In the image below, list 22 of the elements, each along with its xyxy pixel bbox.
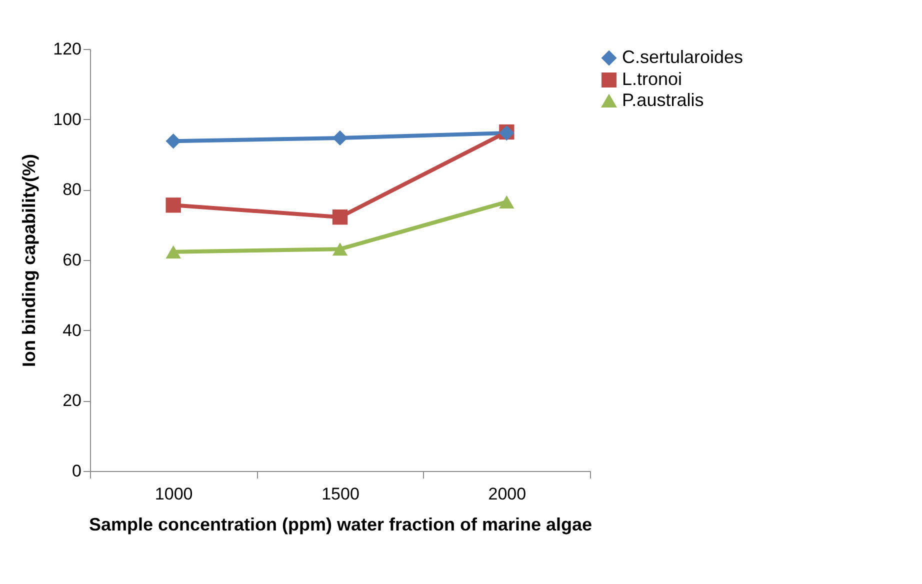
y-tick-label: 80 — [62, 180, 82, 200]
x-tick-label: 2000 — [488, 484, 526, 504]
x-axis-title: Sample concentration (ppm) water fraction of marine algae — [88, 514, 592, 534]
y-tick-label: 20 — [62, 391, 82, 410]
y-tick-label: 0 — [72, 462, 82, 480]
legend-label: C.sertularoides — [622, 47, 744, 67]
y-tick-label: 100 — [53, 110, 82, 129]
x-tick-label: 1500 — [322, 484, 360, 504]
x-tick-label: 1000 — [154, 484, 193, 504]
point — [166, 245, 181, 258]
y-axis-title: Ion binding capability(%) — [19, 154, 40, 367]
point — [166, 134, 181, 149]
point — [332, 242, 348, 256]
point — [166, 198, 181, 213]
y-tick-label: 40 — [62, 320, 82, 340]
point — [332, 210, 348, 225]
legend-label: L.tronoi — [622, 69, 682, 89]
y-tick-label: 120 — [53, 40, 82, 58]
point — [332, 130, 348, 146]
point — [499, 195, 514, 209]
legend-label: P.australis — [622, 90, 704, 110]
y-tick-label: 60 — [62, 250, 82, 270]
